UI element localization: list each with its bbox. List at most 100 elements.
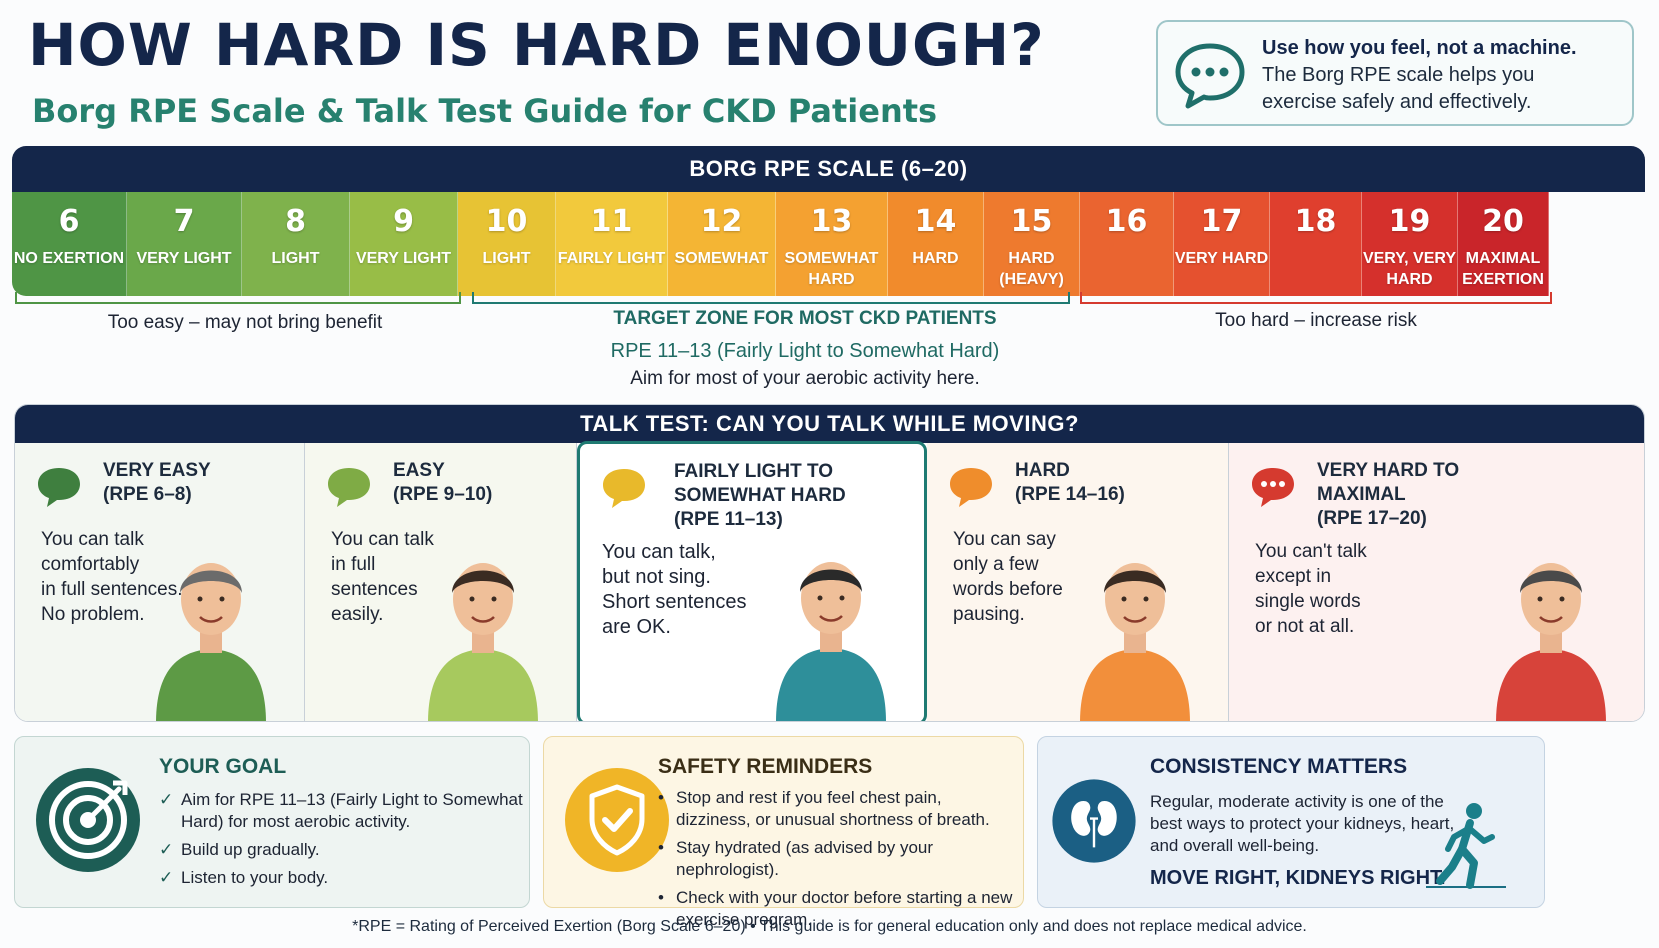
talk-panel-description-line: single words	[1255, 591, 1361, 612]
rpe-cell-15: 15 HARD (HEAVY)	[984, 192, 1080, 296]
talk-panel-description-line: You can talk,	[602, 541, 716, 563]
talk-panel-heading: VERY EASY (RPE 6–8)	[103, 459, 211, 507]
rpe-label: VERY HARD	[1174, 250, 1269, 267]
callout-bold: Use how you feel, not a machine.	[1262, 37, 1577, 59]
talk-panel-description: You can't talk except in single words or no…	[1255, 539, 1367, 639]
talk-panel-1: EASY (RPE 9–10) You can talk in full sentenc…	[305, 443, 577, 721]
rpe-number: 8	[285, 204, 306, 239]
talk-panel-description-line: are OK.	[602, 616, 671, 638]
rpe-number: 6	[58, 204, 80, 239]
target-zone-aim: Aim for most of your aerobic activity he…	[630, 368, 980, 389]
rpe-number: 15	[1010, 204, 1053, 239]
rpe-cell-18: 18	[1270, 192, 1362, 296]
rpe-cell-20: 20 MAXIMAL EXERTION	[1458, 192, 1549, 296]
talk-panel-description-line: except in	[1255, 566, 1332, 587]
rpe-label: VERY LIGHT	[136, 250, 232, 267]
talk-panel-description-line: in full	[331, 554, 376, 575]
callout-line: The Borg RPE scale helps you	[1262, 64, 1535, 86]
talk-panel-3: HARD (RPE 14–16) You can say only a few word…	[927, 443, 1229, 721]
rpe-number: 17	[1200, 204, 1243, 239]
page-subtitle: Borg RPE Scale & Talk Test Guide for CKD…	[32, 92, 938, 130]
rpe-label: HARD	[912, 250, 959, 267]
rpe-cell-11: 11 FAIRLY LIGHT	[556, 192, 668, 296]
talk-panel-2: FAIRLY LIGHT TO SOMEWHAT HARD (RPE 11–13) Y…	[577, 441, 927, 721]
talk-panel-heading: HARD (RPE 14–16)	[1015, 459, 1125, 507]
rpe-cell-14: 14 HARD	[888, 192, 984, 296]
talk-panel-heading-line: EASY	[393, 460, 445, 481]
goal-list: Aim for RPE 11–13 (Fairly Light to Somew…	[159, 789, 524, 895]
rpe-number: 18	[1294, 204, 1337, 239]
person-illustration	[776, 562, 886, 721]
scale-heading: BORG RPE SCALE (6–20)	[12, 146, 1645, 192]
talk-panel-heading-line: VERY EASY	[103, 460, 211, 481]
target-icon	[36, 768, 140, 872]
talk-panel-description-line: sentences	[331, 579, 418, 600]
talk-panel-description-line: You can say	[953, 529, 1056, 550]
talk-panel-description-line: or not at all.	[1255, 616, 1355, 637]
rpe-number: 19	[1388, 204, 1431, 239]
rpe-label: SOMEWHAT	[674, 250, 769, 267]
rpe-number: 20	[1482, 204, 1524, 239]
talk-panel-description-line: Short sentences	[602, 591, 747, 613]
goal-item: Aim for RPE 11–13 (Fairly Light to Somew…	[159, 789, 524, 833]
safety-item: Stay hydrated (as advised by your nephro…	[654, 837, 1014, 881]
talk-panel-description-line: You can talk	[41, 529, 144, 550]
talk-panel-heading-line: (RPE 6–8)	[103, 484, 192, 505]
too-hard-bracket	[1080, 292, 1552, 304]
speech-bubble-icon	[38, 468, 80, 507]
safety-list: Stop and rest if you feel chest pain, di…	[654, 787, 1014, 937]
too-easy-note: Too easy – may not bring benefit	[107, 312, 383, 333]
rpe-label: SOMEWHAT HARD	[784, 250, 879, 288]
chat-bubble-icon	[1175, 43, 1245, 109]
your-goal-box: YOUR GOAL Aim for RPE 11–13 (Fairly Ligh…	[14, 736, 530, 908]
speech-bubble-icon	[950, 468, 992, 507]
talk-panel-description-line: words before	[953, 579, 1063, 600]
talk-panel-description: You can talk in full sentences easily.	[331, 527, 434, 627]
kidneys-icon	[1052, 779, 1136, 863]
rpe-label: VERY LIGHT	[355, 250, 452, 267]
too-easy-bracket	[15, 292, 461, 304]
rpe-number: 13	[810, 204, 853, 239]
shield-check-icon	[565, 768, 669, 872]
rpe-number: 12	[700, 204, 743, 239]
talk-panel-heading-line: MAXIMAL	[1317, 484, 1406, 505]
talk-test-section: TALK TEST: CAN YOU TALK WHILE MOVING? VE…	[14, 404, 1645, 722]
consistency-box: CONSISTENCY MATTERS Regular, moderate ac…	[1037, 736, 1545, 908]
talk-panel-description-line: but not sing.	[602, 566, 711, 588]
borg-rpe-scale: BORG RPE SCALE (6–20) 6 NO EXERTION 7 VERY …	[12, 146, 1645, 296]
consistency-text: Regular, moderate activity is one of the…	[1150, 792, 1455, 855]
page-title: HOW HARD IS HARD ENOUGH?	[28, 11, 1045, 79]
rpe-number: 16	[1105, 204, 1148, 239]
target-zone-bracket	[472, 292, 1070, 304]
intro-callout: Use how you feel, not a machine. The Bor…	[1156, 20, 1634, 126]
talk-panel-heading-line: SOMEWHAT HARD	[674, 485, 846, 506]
talk-panel-heading-line: HARD	[1015, 460, 1070, 481]
rpe-number: 10	[485, 204, 528, 239]
rpe-cell-7: 7 VERY LIGHT	[127, 192, 242, 296]
target-zone-range: RPE 11–13 (Fairly Light to Somewhat Hard…	[610, 340, 1000, 362]
callout-line: exercise safely and effectively.	[1262, 91, 1532, 113]
speech-bubble-icon	[328, 468, 370, 507]
talk-panel-description-line: comfortably	[41, 554, 140, 575]
too-hard-note: Too hard – increase risk	[1215, 310, 1417, 331]
rpe-label: LIGHT	[271, 250, 320, 267]
person-illustration	[428, 563, 538, 721]
talk-panel-description-line: No problem.	[41, 604, 145, 625]
rpe-cell-9: 9 VERY LIGHT	[350, 192, 458, 296]
talk-test-panels: VERY EASY (RPE 6–8) You can talk comfortabl…	[15, 441, 1644, 721]
talk-panel-heading-line: (RPE 11–13)	[674, 509, 783, 530]
talk-panel-description: You can say only a few words before pausing…	[953, 527, 1063, 627]
rpe-label: MAXIMAL EXERTION	[1462, 250, 1544, 288]
talk-panel-4: VERY HARD TO MAXIMAL (RPE 17–20) You can't …	[1229, 443, 1644, 721]
talk-panel-heading-line: (RPE 9–10)	[393, 484, 493, 505]
target-zone-heading: TARGET ZONE FOR MOST CKD PATIENTS	[590, 308, 1020, 330]
person-illustration	[1496, 563, 1606, 721]
rpe-cell-6: 6 NO EXERTION	[12, 192, 127, 296]
speech-bubble-icon	[603, 469, 645, 508]
rpe-cell-12: 12 SOMEWHAT	[668, 192, 776, 296]
rpe-cell-13: 13 SOMEWHAT HARD	[776, 192, 888, 296]
talk-panel-description-line: only a few	[953, 554, 1039, 575]
talk-panel-heading-line: (RPE 14–16)	[1015, 484, 1125, 505]
rpe-label: VERY, VERY HARD	[1362, 250, 1457, 288]
rpe-number: 7	[173, 204, 195, 239]
